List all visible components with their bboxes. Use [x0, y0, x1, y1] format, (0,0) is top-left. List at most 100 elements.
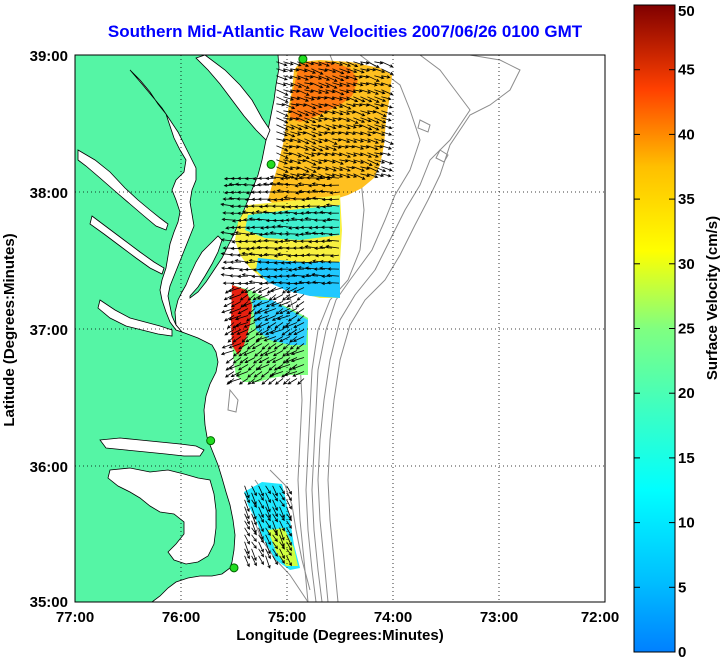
velocity-arrow [258, 485, 264, 497]
velocity-arrow [279, 485, 285, 495]
velocity-arrow [263, 238, 277, 243]
velocity-arrow [346, 110, 356, 114]
velocity-arrow [332, 68, 345, 75]
velocity-arrow [258, 541, 264, 553]
velocity-arrow [266, 322, 277, 329]
velocity-arrow [311, 124, 322, 128]
velocity-arrow [244, 239, 256, 243]
velocity-arrow [258, 527, 264, 541]
velocity-arrow [353, 75, 363, 79]
velocity-arrow [265, 499, 271, 513]
velocity-arrow [306, 204, 319, 208]
velocity-arrow [265, 555, 271, 569]
velocity-arrow [256, 183, 270, 187]
velocity-arrow [251, 527, 257, 536]
velocity-arrow [264, 246, 277, 250]
velocity-arrow [284, 232, 298, 236]
velocity-arrow [282, 378, 291, 385]
velocity-arrow [236, 253, 249, 257]
velocity-arrow [265, 301, 277, 308]
velocity-arrow [276, 124, 289, 131]
velocity-arrow [265, 548, 271, 560]
velocity-arrow [290, 110, 303, 117]
velocity-arrow [325, 203, 340, 207]
velocity-arrow [374, 61, 384, 65]
velocity-arrow [255, 329, 263, 336]
velocity-arrow [272, 350, 284, 357]
velocity-arrow [308, 183, 319, 188]
velocity-arrow [255, 336, 270, 342]
velocity-arrow [325, 89, 336, 94]
velocity-arrow [244, 548, 250, 560]
velocity-arrow [325, 124, 337, 130]
velocity-arrow [283, 82, 294, 87]
velocity-arrow [304, 138, 317, 145]
velocity-arrow [360, 61, 370, 65]
velocity-arrow [360, 131, 372, 137]
velocity-arrow [311, 131, 323, 137]
velocity-arrow [279, 555, 285, 564]
velocity-arrow [314, 246, 326, 251]
velocity-arrow [332, 152, 343, 157]
velocity-region-delmarva-cyan [256, 258, 340, 298]
velocity-arrow [293, 267, 305, 272]
velocity-arrow [285, 218, 298, 222]
velocity-arrow [374, 103, 385, 108]
velocity-arrow [332, 82, 344, 87]
velocity-arrow [251, 513, 257, 526]
velocity-arrow [290, 89, 300, 93]
velocity-arrow [327, 260, 340, 264]
velocity-arrow [250, 211, 263, 215]
velocity-arrow [327, 267, 340, 271]
velocity-arrow [318, 96, 328, 100]
velocity-arrow [263, 308, 277, 314]
velocity-arrow [284, 175, 298, 179]
albemarle-sound [99, 437, 205, 457]
velocity-arrow [279, 239, 291, 244]
velocity-arrow [353, 68, 365, 74]
velocity-arrow [270, 301, 284, 307]
velocity-arrow [360, 103, 370, 107]
velocity-arrow [234, 322, 249, 328]
velocity-arrow [346, 145, 356, 149]
velocity-arrow [248, 308, 256, 315]
velocity-arrow [367, 145, 379, 151]
velocity-arrow [318, 145, 330, 150]
velocity-arrow [264, 281, 277, 285]
x-axis-label: Longitude (Degrees:Minutes) [236, 627, 444, 644]
velocity-arrow [286, 513, 292, 522]
velocity-arrow [283, 152, 293, 156]
velocity-arrow [381, 159, 393, 165]
velocity-arrow [286, 534, 292, 547]
velocity-arrow [305, 281, 319, 285]
velocity-arrow [292, 197, 305, 201]
velocity-arrow [272, 541, 278, 550]
velocity-arrow [228, 182, 242, 187]
velocity-arrow [332, 96, 343, 101]
velocity-arrow [328, 197, 340, 202]
velocity-arrow [283, 138, 294, 143]
velocity-arrow [244, 357, 256, 363]
velocity-arrow [225, 357, 235, 364]
velocity-arrow [238, 364, 249, 371]
velocity-arrow [265, 534, 271, 546]
velocity-arrow [353, 145, 365, 150]
velocity-arrow [261, 378, 270, 385]
velocity-arrow [339, 117, 351, 122]
y-tick-label: 37:00 [30, 322, 68, 339]
velocity-arrow [311, 75, 323, 80]
velocity-arrow [311, 82, 324, 89]
velocity-arrow [332, 75, 345, 82]
velocity-arrow [280, 176, 291, 181]
velocity-arrow [269, 371, 277, 378]
velocity-arrow [257, 364, 270, 370]
velocity-arrow [230, 232, 242, 237]
colorbar-tick-label: 20 [678, 385, 695, 402]
velocity-arrow [265, 260, 277, 265]
velocity-arrow [255, 322, 263, 329]
colorbar-tick-label: 15 [678, 450, 695, 467]
velocity-arrow [299, 211, 312, 215]
velocity-arrow [318, 89, 330, 94]
velocity-arrow [325, 166, 337, 172]
velocity-arrow [258, 506, 264, 519]
